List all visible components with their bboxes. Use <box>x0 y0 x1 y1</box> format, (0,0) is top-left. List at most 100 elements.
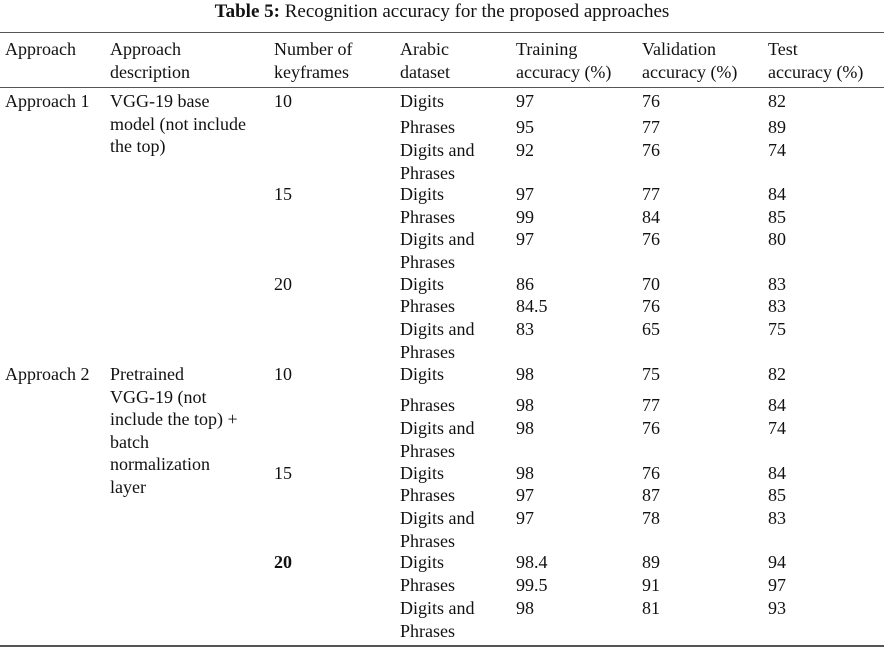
header-cell: description <box>110 61 190 82</box>
training-accuracy: 98 <box>516 395 534 415</box>
table-caption: Table 5: Recognition accuracy for the pr… <box>0 1 884 23</box>
header-cell: accuracy (%) <box>768 61 864 82</box>
validation-accuracy: 70 <box>642 274 660 294</box>
validation-accuracy: 89 <box>642 552 660 572</box>
approach-description: batch <box>110 431 149 452</box>
training-accuracy: 97 <box>516 91 534 111</box>
dataset: Digits and Phrases <box>400 140 475 183</box>
test-accuracy: 83 <box>768 296 786 316</box>
header-cell: Validation <box>642 39 716 59</box>
training-accuracy: 86 <box>516 274 534 294</box>
dataset: Digits and Phrases <box>400 229 475 272</box>
validation-accuracy: 76 <box>642 418 660 438</box>
header-cell: accuracy (%) <box>642 61 738 82</box>
dataset: Digits <box>400 91 445 111</box>
rule <box>0 87 884 88</box>
header-cell: Training <box>516 39 578 59</box>
dataset: Phrases <box>400 207 455 227</box>
test-accuracy: 75 <box>768 319 786 339</box>
dataset: Digits <box>400 364 445 384</box>
header-cell: Number of <box>274 39 353 59</box>
keyframes: 10 <box>274 91 292 111</box>
validation-accuracy: 75 <box>642 364 660 384</box>
approach-description: VGG-19 base <box>110 91 210 111</box>
test-accuracy: 83 <box>768 508 786 528</box>
keyframes: 20 <box>274 274 292 294</box>
test-accuracy: 82 <box>768 91 786 111</box>
dataset: Phrases <box>400 485 455 505</box>
test-accuracy: 89 <box>768 117 786 137</box>
approach-name: Approach 2 <box>5 364 90 384</box>
validation-accuracy: 76 <box>642 296 660 316</box>
dataset: Digits <box>400 274 445 294</box>
validation-accuracy: 78 <box>642 508 660 528</box>
caption-label: Table 5: <box>214 1 280 22</box>
test-accuracy: 82 <box>768 364 786 384</box>
dataset: Digits <box>400 552 445 572</box>
test-accuracy: 83 <box>768 274 786 294</box>
validation-accuracy: 77 <box>642 395 660 415</box>
test-accuracy: 94 <box>768 552 786 572</box>
header-cell: Approach <box>5 39 76 59</box>
validation-accuracy: 76 <box>642 229 660 249</box>
training-accuracy: 99 <box>516 207 534 227</box>
training-accuracy: 98.4 <box>516 552 548 572</box>
training-accuracy: 83 <box>516 319 534 339</box>
dataset: Digits and Phrases <box>400 598 475 641</box>
training-accuracy: 97 <box>516 508 534 528</box>
dataset: Digits <box>400 184 445 204</box>
test-accuracy: 84 <box>768 463 786 483</box>
validation-accuracy: 76 <box>642 140 660 160</box>
keyframes: 15 <box>274 184 292 204</box>
header-cell: Test <box>768 39 798 59</box>
training-accuracy: 97 <box>516 229 534 249</box>
training-accuracy: 98 <box>516 598 534 618</box>
validation-accuracy: 91 <box>642 575 660 595</box>
training-accuracy: 92 <box>516 140 534 160</box>
validation-accuracy: 84 <box>642 207 660 227</box>
test-accuracy: 97 <box>768 575 786 595</box>
dataset: Digits and Phrases <box>400 319 475 362</box>
header-cell: Approach <box>110 39 181 59</box>
approach-description: include the top) + <box>110 409 238 429</box>
test-accuracy: 84 <box>768 184 786 204</box>
validation-accuracy: 77 <box>642 184 660 204</box>
approach-description: model (not include <box>110 113 246 134</box>
test-accuracy: 74 <box>768 418 786 438</box>
test-accuracy: 80 <box>768 229 786 249</box>
rule <box>0 32 884 33</box>
header-cell: dataset <box>400 61 450 82</box>
dataset: Phrases <box>400 296 455 316</box>
caption-text: Recognition accuracy for the proposed ap… <box>284 1 670 22</box>
training-accuracy: 95 <box>516 117 534 137</box>
keyframes: 15 <box>274 463 292 483</box>
training-accuracy: 99.5 <box>516 575 548 595</box>
dataset: Digits and Phrases <box>400 418 475 461</box>
approach-description: the top) <box>110 136 166 156</box>
training-accuracy: 84.5 <box>516 296 548 316</box>
dataset: Phrases <box>400 117 455 137</box>
header-cell: accuracy (%) <box>516 61 612 82</box>
test-accuracy: 85 <box>768 207 786 227</box>
training-accuracy: 97 <box>516 485 534 505</box>
test-accuracy: 85 <box>768 485 786 505</box>
training-accuracy: 98 <box>516 364 534 384</box>
dataset: Phrases <box>400 575 455 595</box>
training-accuracy: 98 <box>516 463 534 483</box>
validation-accuracy: 81 <box>642 598 660 618</box>
test-accuracy: 84 <box>768 395 786 415</box>
validation-accuracy: 76 <box>642 463 660 483</box>
validation-accuracy: 76 <box>642 91 660 111</box>
test-accuracy: 74 <box>768 140 786 160</box>
header-cell: keyframes <box>274 61 349 82</box>
dataset: Phrases <box>400 395 455 415</box>
dataset: Digits and Phrases <box>400 508 475 551</box>
approach-description: normalization <box>110 454 210 474</box>
approach-description: VGG-19 (not <box>110 386 207 407</box>
header-cell: Arabic <box>400 39 449 59</box>
training-accuracy: 98 <box>516 418 534 438</box>
keyframes: 20 <box>274 552 292 572</box>
approach-description: Pretrained <box>110 364 184 384</box>
validation-accuracy: 87 <box>642 485 660 505</box>
